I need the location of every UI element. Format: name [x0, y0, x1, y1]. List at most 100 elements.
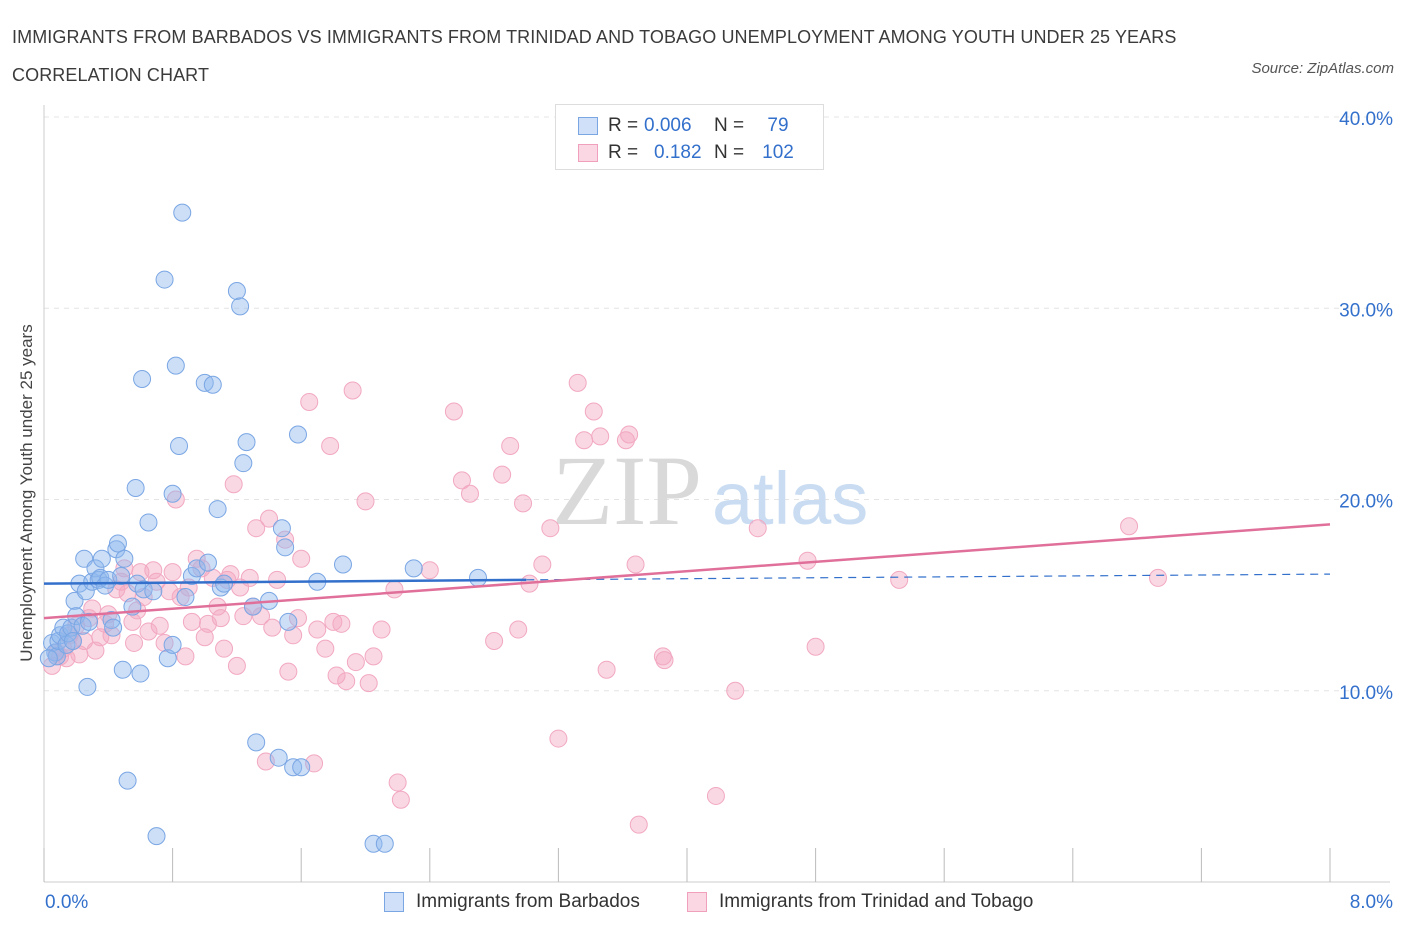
data-point-trinidad	[460, 484, 479, 503]
data-point-trinidad	[83, 599, 102, 618]
data-point-trinidad	[549, 729, 568, 748]
x-tick-label: 0.0%	[45, 892, 88, 913]
data-point-trinidad	[150, 616, 169, 635]
data-point-trinidad	[308, 620, 327, 639]
data-point-trinidad	[125, 633, 144, 652]
data-point-trinidad	[575, 431, 594, 450]
data-point-trinidad	[620, 425, 639, 444]
data-point-trinidad	[706, 786, 725, 805]
data-point-trinidad	[568, 373, 587, 392]
data-point-barbados	[279, 612, 298, 631]
data-point-trinidad	[420, 561, 439, 580]
data-point-trinidad	[533, 555, 552, 574]
data-point-trinidad	[91, 628, 110, 647]
legend-row-barbados: R = 0.006 N = 79	[578, 113, 798, 139]
data-point-barbados	[131, 664, 150, 683]
trend-lines	[43, 523, 1331, 620]
data-point-trinidad	[346, 653, 365, 672]
data-point-barbados	[155, 270, 174, 289]
legend-item-barbados: Immigrants from Barbados	[384, 890, 640, 914]
data-point-trinidad	[268, 570, 287, 589]
data-point-barbados	[115, 549, 134, 568]
x-tick-label: 8.0%	[1350, 892, 1393, 913]
y-tick-label: 30.0%	[1339, 300, 1393, 321]
data-point-trinidad	[327, 666, 346, 685]
data-point-barbados	[176, 588, 195, 607]
data-point-barbados	[272, 519, 291, 538]
tick-labels: 10.0% 20.0% 30.0% 40.0% 0.0% 8.0%	[45, 109, 1393, 913]
data-point-trinidad	[279, 662, 298, 681]
data-point-trinidad	[359, 674, 378, 693]
data-point-barbados	[112, 567, 131, 585]
trend-line-trinidad	[43, 523, 1331, 620]
n-value: 102	[762, 142, 794, 163]
legend-swatch-trinidad	[687, 892, 707, 912]
data-point-trinidad	[726, 681, 745, 700]
data-point-barbados	[92, 549, 111, 568]
data-point-trinidad	[597, 660, 616, 679]
legend-label-barbados: Immigrants from Barbados	[416, 891, 640, 912]
trend-line-barbados-extension	[526, 573, 1331, 581]
data-point-barbados	[163, 484, 182, 503]
legend-swatch-barbados	[578, 117, 598, 135]
n-value: 79	[767, 115, 789, 136]
legend-row-trinidad: R = 0.182 N = 102	[578, 140, 798, 166]
watermark-atlas: atlas	[712, 457, 868, 540]
data-point-trinidad	[591, 427, 610, 446]
data-point-barbados	[173, 203, 192, 222]
data-point-trinidad	[276, 530, 295, 549]
correlation-legend: R = 0.006 N = 79 R = 0.182 N = 102	[555, 104, 824, 170]
data-point-barbados	[247, 733, 266, 752]
data-point-trinidad	[541, 519, 560, 538]
data-point-barbados	[375, 834, 394, 853]
data-point-trinidad	[748, 519, 767, 538]
data-point-trinidad	[86, 641, 105, 660]
data-point-trinidad	[163, 563, 182, 582]
data-point-trinidad	[372, 620, 391, 639]
data-point-barbados	[237, 433, 256, 452]
data-point-trinidad	[234, 607, 253, 626]
data-point-barbados	[187, 559, 206, 578]
r-value: 0.182	[654, 142, 702, 163]
data-point-barbados	[118, 771, 137, 790]
r-label: R =	[608, 142, 639, 163]
data-point-barbados	[158, 649, 177, 668]
data-point-barbados	[469, 568, 488, 587]
data-point-barbados	[104, 618, 123, 637]
y-tick-label: 20.0%	[1339, 492, 1393, 513]
legend-swatch-trinidad	[578, 144, 598, 162]
data-point-trinidad	[182, 612, 201, 631]
r-label: R =	[608, 115, 639, 136]
legend-swatch-barbados	[384, 892, 404, 912]
data-point-trinidad	[187, 549, 206, 568]
data-point-barbados	[39, 649, 58, 668]
data-point-trinidad	[343, 381, 362, 400]
r-value: 0.006	[644, 115, 692, 136]
data-point-trinidad	[284, 626, 303, 645]
data-point-barbados	[108, 534, 127, 553]
data-point-trinidad	[798, 551, 817, 570]
data-point-trinidad	[260, 509, 279, 528]
source-label: Source: ZipAtlas.com	[1251, 60, 1394, 77]
data-point-barbados	[198, 553, 217, 572]
data-point-barbados	[231, 297, 250, 316]
data-point-trinidad	[300, 392, 319, 411]
data-point-trinidad	[388, 773, 407, 792]
series-trinidad-points	[43, 373, 1167, 834]
series-barbados-points	[39, 203, 488, 853]
data-point-trinidad	[385, 580, 404, 599]
data-point-trinidad	[176, 647, 195, 666]
data-point-barbados	[62, 618, 81, 637]
data-point-trinidad	[195, 628, 214, 647]
n-label: N =	[714, 115, 745, 136]
data-point-barbados	[203, 375, 222, 394]
data-point-barbados	[78, 677, 97, 696]
data-point-trinidad	[501, 436, 520, 455]
data-point-barbados	[215, 574, 234, 593]
data-point-trinidad	[224, 475, 243, 494]
data-point-trinidad	[227, 656, 246, 675]
n-label: N =	[714, 142, 745, 163]
data-point-barbados	[96, 576, 115, 595]
data-point-trinidad	[493, 465, 512, 484]
data-point-trinidad	[655, 651, 674, 670]
